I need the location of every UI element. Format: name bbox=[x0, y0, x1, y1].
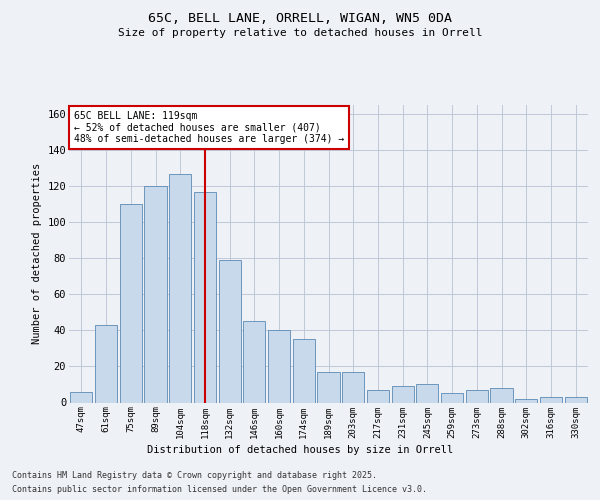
Bar bbox=[70, 392, 92, 402]
Bar bbox=[95, 325, 117, 402]
Text: Contains HM Land Registry data © Crown copyright and database right 2025.: Contains HM Land Registry data © Crown c… bbox=[12, 472, 377, 480]
Bar bbox=[317, 372, 340, 402]
Bar bbox=[145, 186, 167, 402]
Bar bbox=[218, 260, 241, 402]
Bar bbox=[540, 397, 562, 402]
Bar bbox=[466, 390, 488, 402]
Y-axis label: Number of detached properties: Number of detached properties bbox=[32, 163, 42, 344]
Bar bbox=[490, 388, 512, 402]
Bar bbox=[119, 204, 142, 402]
Bar bbox=[342, 372, 364, 402]
Bar bbox=[169, 174, 191, 402]
Text: Distribution of detached houses by size in Orrell: Distribution of detached houses by size … bbox=[147, 445, 453, 455]
Bar bbox=[392, 386, 414, 402]
Bar bbox=[268, 330, 290, 402]
Bar bbox=[441, 394, 463, 402]
Bar bbox=[293, 340, 315, 402]
Bar bbox=[194, 192, 216, 402]
Bar bbox=[515, 399, 538, 402]
Text: 65C, BELL LANE, ORRELL, WIGAN, WN5 0DA: 65C, BELL LANE, ORRELL, WIGAN, WN5 0DA bbox=[148, 12, 452, 26]
Text: Contains public sector information licensed under the Open Government Licence v3: Contains public sector information licen… bbox=[12, 484, 427, 494]
Bar bbox=[367, 390, 389, 402]
Text: Size of property relative to detached houses in Orrell: Size of property relative to detached ho… bbox=[118, 28, 482, 38]
Bar bbox=[565, 397, 587, 402]
Text: 65C BELL LANE: 119sqm
← 52% of detached houses are smaller (407)
48% of semi-det: 65C BELL LANE: 119sqm ← 52% of detached … bbox=[74, 111, 344, 144]
Bar bbox=[416, 384, 439, 402]
Bar bbox=[243, 322, 265, 402]
